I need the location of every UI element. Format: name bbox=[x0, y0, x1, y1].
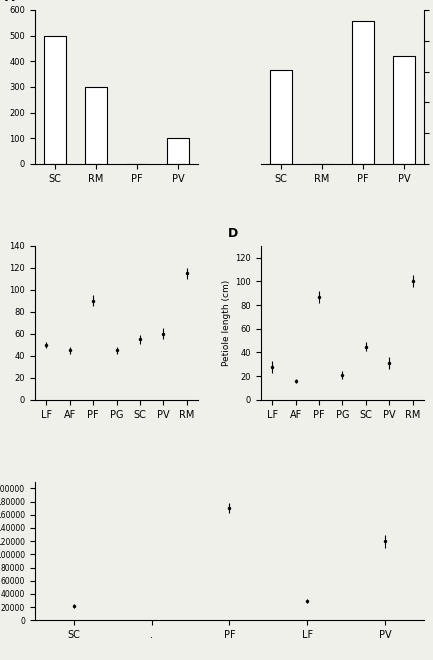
Text: D: D bbox=[228, 226, 238, 240]
Bar bbox=[352, 20, 374, 164]
Bar bbox=[167, 138, 189, 164]
Text: A: A bbox=[5, 0, 15, 4]
Bar bbox=[85, 87, 107, 164]
Y-axis label: Petiole length (cm): Petiole length (cm) bbox=[222, 280, 231, 366]
Bar bbox=[270, 70, 292, 164]
Bar bbox=[44, 36, 66, 164]
Bar bbox=[393, 56, 415, 164]
